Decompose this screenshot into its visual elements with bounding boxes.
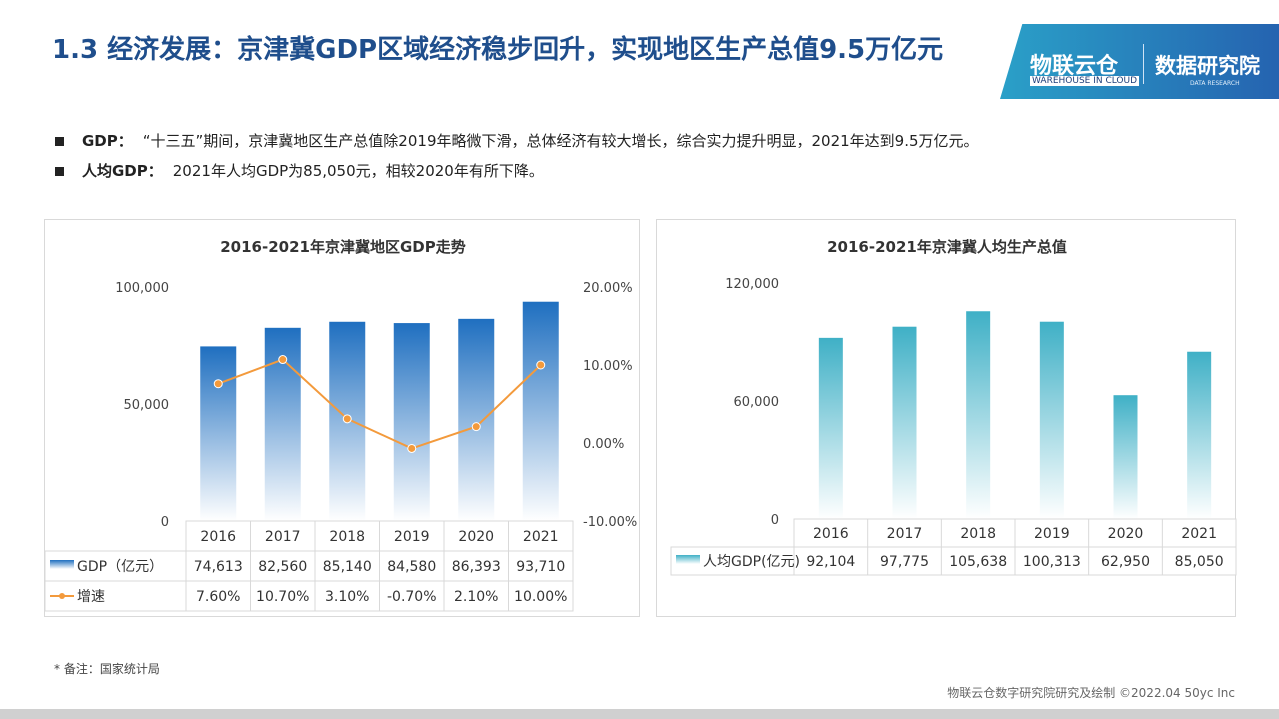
category-label: 2020: [1108, 526, 1144, 542]
data-table-cell: 93,710: [516, 559, 565, 575]
y2-tick-label: -10.00%: [583, 515, 637, 530]
data-table-cell: 86,393: [452, 559, 501, 575]
bar-2019: [1039, 321, 1064, 519]
bullet-key: 人均GDP：: [82, 162, 163, 180]
growth-point-2018: [342, 414, 352, 424]
y2-tick-label: 0.00%: [583, 437, 624, 452]
y2-tick-label: 20.00%: [583, 281, 633, 296]
bullet-item: GDP： “十三五”期间，京津冀地区生产总值除2019年略微下滑，总体经济有较大增…: [55, 126, 979, 156]
footer: 物联云仓数字研究院研究及绘制 ©2022.04 50yc Inc: [947, 686, 1235, 700]
data-table-cell: 2.10%: [454, 589, 498, 605]
category-label: 2021: [523, 529, 559, 545]
data-table-cell: 100,313: [1023, 554, 1081, 570]
category-label: 2020: [458, 529, 494, 545]
bar-2017: [892, 326, 917, 519]
logo-dept: 数据研究院: [1155, 54, 1260, 78]
bar-2020: [458, 318, 495, 521]
page-title: 1.3 经济发展：京津冀GDP区域经济稳步回升，实现地区生产总值9.5万亿元: [52, 35, 944, 65]
gdp-chart: 2016-2021年京津冀地区GDP走势 0 50,000 100,000 -10.00…: [44, 238, 637, 612]
bar-2016: [818, 337, 843, 519]
data-table-cell: 74,613: [194, 559, 243, 575]
chart-title: 2016-2021年京津冀地区GDP走势: [220, 238, 465, 256]
growth-line: [217, 358, 542, 450]
data-table-cell: 84,580: [387, 559, 436, 575]
logo-divider: [1143, 44, 1144, 84]
data-table-cell: 92,104: [806, 554, 855, 570]
bar-2021: [1187, 351, 1212, 519]
bar-2019: [393, 323, 430, 521]
logo-brand: 物联云仓: [1030, 54, 1119, 79]
legend-label: GDP（亿元）: [77, 559, 163, 575]
bar-2020: [1113, 395, 1138, 519]
data-table-cell: 97,775: [880, 554, 929, 570]
legend-dot-icon: [59, 593, 65, 599]
logo-brand-en: WAREHOUSE IN CLOUD: [1030, 76, 1140, 86]
bullet-text: “十三五”期间，京津冀地区生产总值除2019年略微下滑，总体经济有较大增长，综合…: [142, 132, 979, 150]
y-tick-label: 60,000: [734, 395, 780, 410]
data-table-cell: 3.10%: [325, 589, 369, 605]
category-label: 2016: [200, 529, 236, 545]
data-table-cell: 7.60%: [196, 589, 240, 605]
data-table-cell: 105,638: [949, 554, 1007, 570]
bullet-text: 2021年人均GDP为85,050元，相较2020年有所下降。: [172, 162, 544, 180]
category-label: 2017: [265, 529, 301, 545]
category-label: 2019: [1034, 526, 1070, 542]
bar-2021: [522, 301, 559, 521]
per-capita-chart-panel: 2016-2021年京津冀人均生产总值 0 60,000 120,000 2016 201…: [656, 219, 1237, 617]
data-table-cell: 10.00%: [514, 589, 567, 605]
growth-point-2019: [407, 443, 417, 453]
logo-dept-en: DATA RESEARCH: [1190, 80, 1240, 87]
data-table-cell: 62,950: [1101, 554, 1150, 570]
category-label: 2017: [887, 526, 923, 542]
growth-point-2021: [536, 360, 546, 370]
source-note: * 备注：国家统计局: [54, 662, 160, 676]
y-tick-label: 100,000: [115, 281, 169, 296]
table-body: [670, 546, 1237, 576]
growth-point-2017: [278, 355, 288, 365]
data-table-cell: 82,560: [258, 559, 307, 575]
growth-point-2020: [471, 422, 481, 432]
y-tick-label: 50,000: [124, 398, 170, 413]
data-table-cell: 85,050: [1175, 554, 1224, 570]
data-table-cell: 85,140: [323, 559, 372, 575]
category-label: 2016: [813, 526, 849, 542]
logo: 物联云仓 WAREHOUSE IN CLOUD 数据研究院 DATA RESEA…: [1000, 24, 1279, 99]
bullet-key: GDP：: [82, 132, 133, 150]
category-label: 2019: [394, 529, 430, 545]
bullet-square-icon: [55, 166, 64, 176]
bullet-square-icon: [55, 136, 64, 146]
bar-2016: [200, 346, 237, 521]
data-table-cell: 10.70%: [256, 589, 309, 605]
category-label: 2018: [960, 526, 996, 542]
gdp-chart-panel: 2016-2021年京津冀地区GDP走势 0 50,000 100,000 -10.00…: [44, 219, 640, 617]
data-table-cell: -0.70%: [387, 589, 437, 605]
y-tick-label: 120,000: [725, 277, 779, 292]
chart-title: 2016-2021年京津冀人均生产总值: [827, 238, 1067, 256]
legend-label: 增速: [77, 589, 105, 605]
y2-tick-label: 10.00%: [583, 359, 633, 374]
per-capita-chart: 2016-2021年京津冀人均生产总值 0 60,000 120,000 2016 201…: [670, 238, 1237, 576]
bar-2018: [966, 311, 991, 519]
bullet-list: GDP： “十三五”期间，京津冀地区生产总值除2019年略微下滑，总体经济有较大增…: [55, 126, 979, 186]
category-label: 2018: [329, 529, 365, 545]
legend-label: 人均GDP(亿元): [703, 554, 800, 570]
legend-bar-icon: [50, 560, 74, 569]
bullet-item: 人均GDP： 2021年人均GDP为85,050元，相较2020年有所下降。: [55, 156, 979, 186]
bottom-bar: [0, 709, 1279, 719]
y-tick-label: 0: [771, 513, 779, 528]
legend-bar-icon: [676, 555, 700, 564]
y-tick-label: 0: [161, 515, 169, 530]
growth-point-2016: [213, 379, 223, 389]
category-label: 2021: [1181, 526, 1217, 542]
